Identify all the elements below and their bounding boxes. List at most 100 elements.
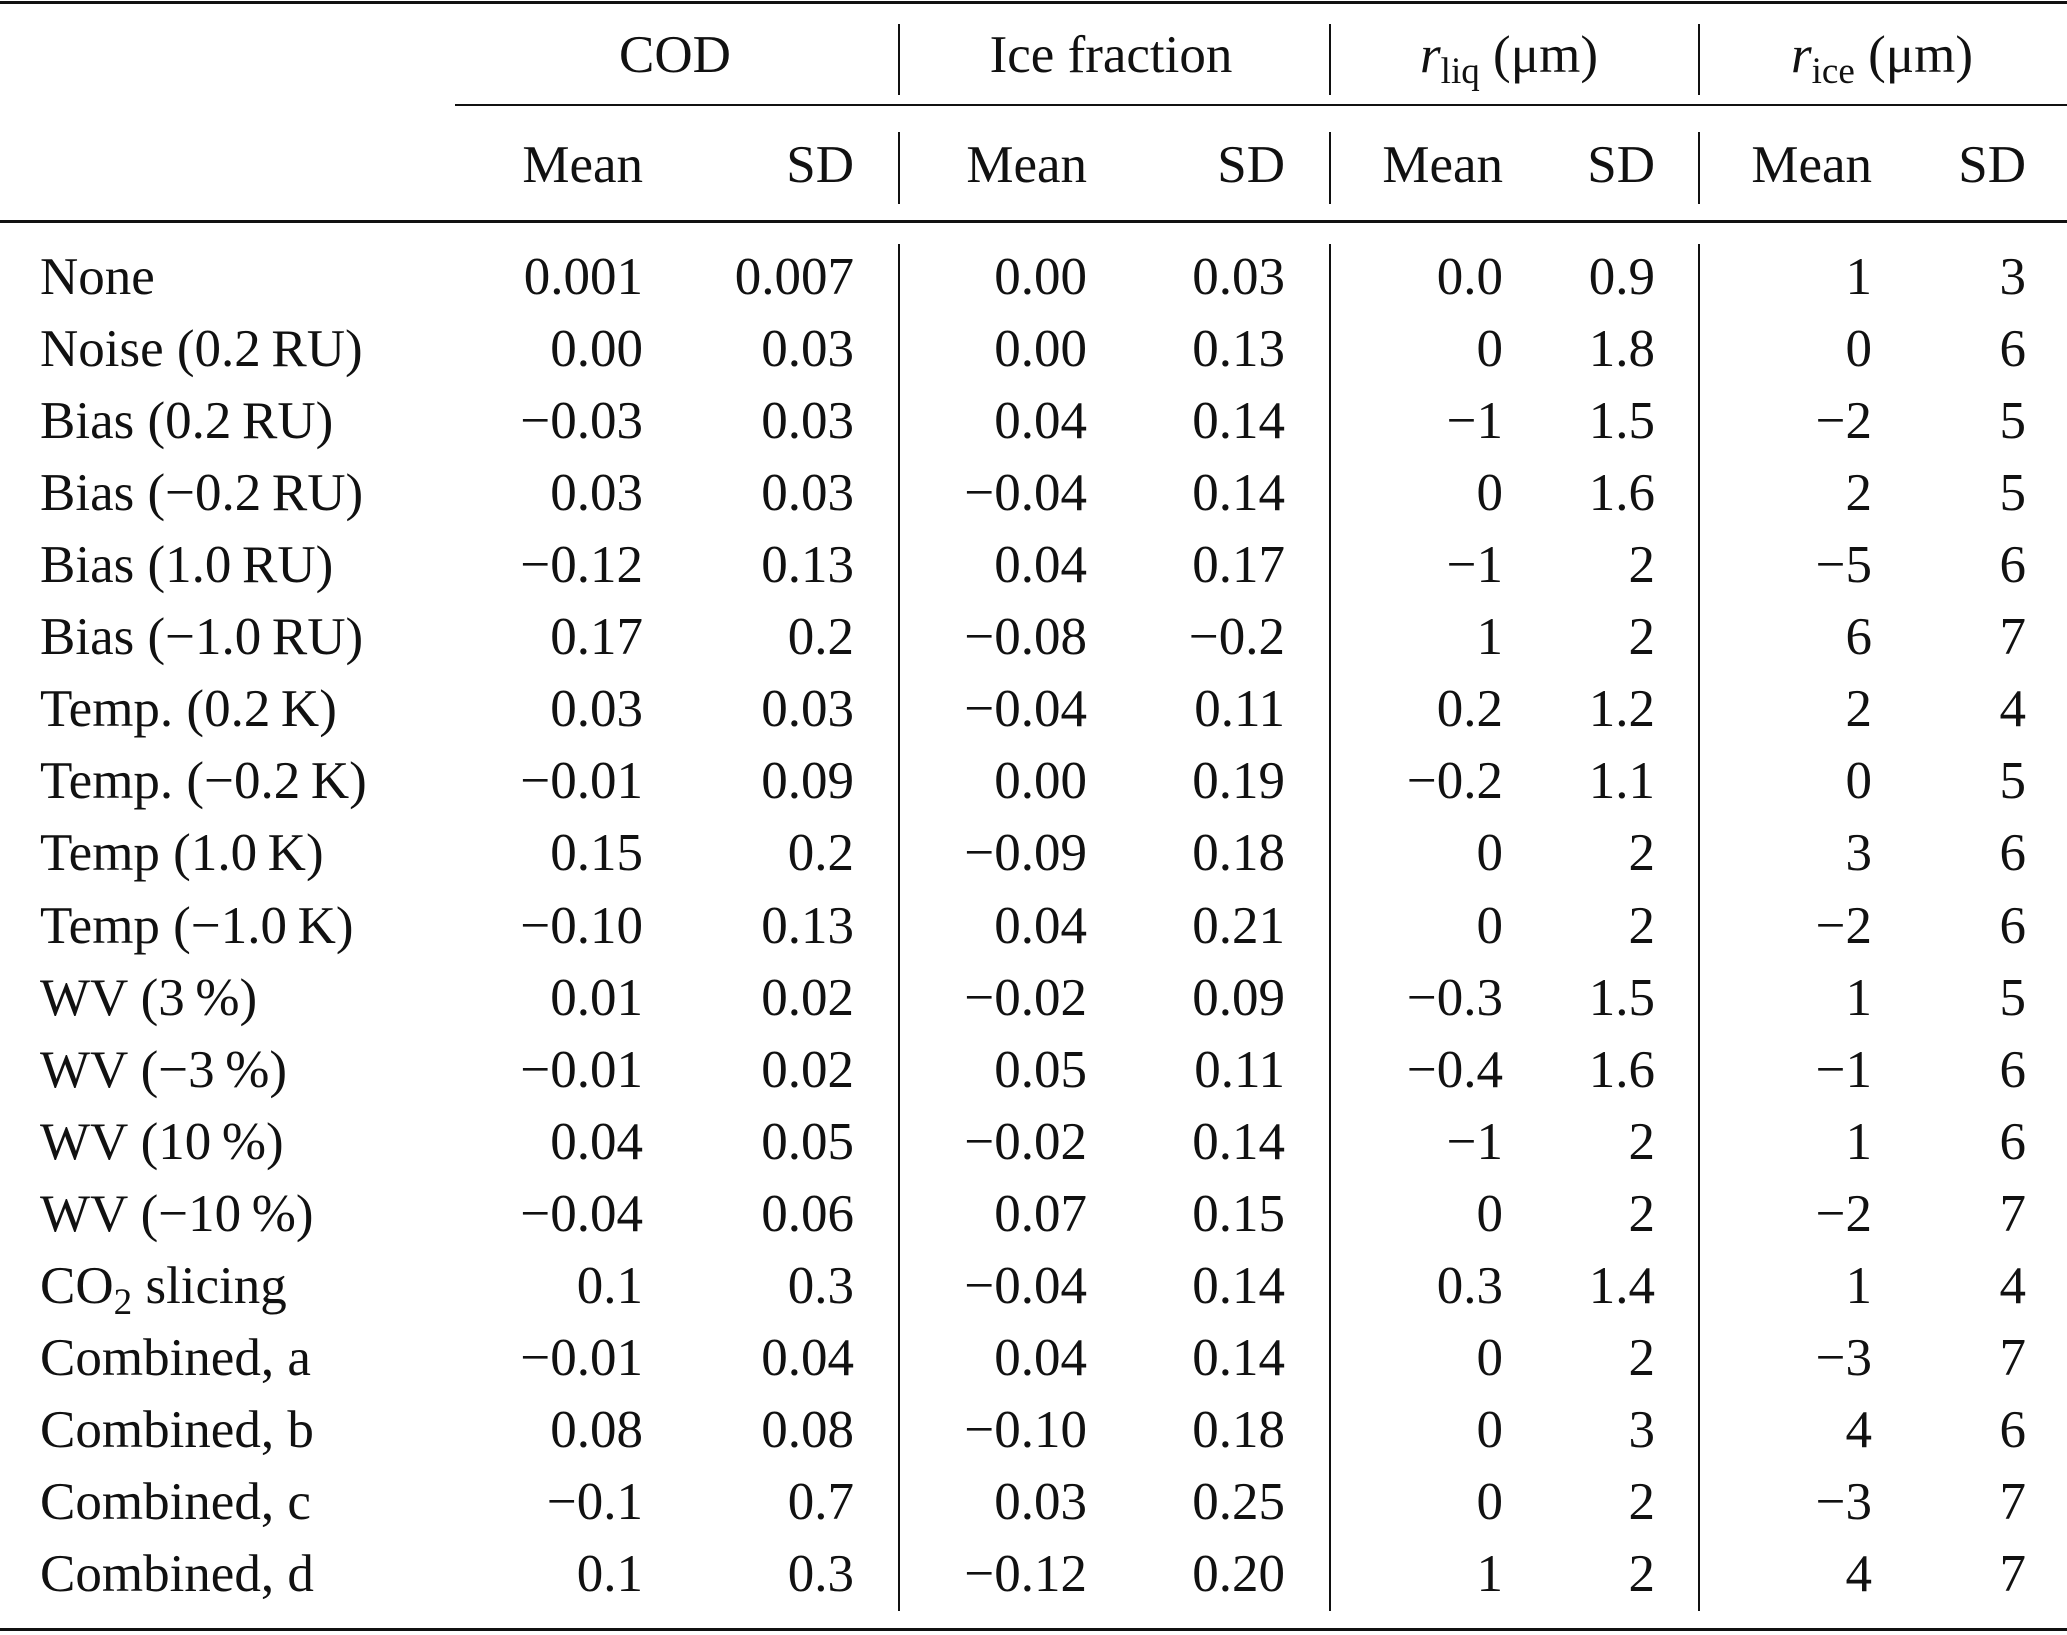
cell: 0.03 <box>1192 248 1285 306</box>
cell: 7 <box>1999 1473 2027 1532</box>
cell: 0 <box>1476 896 1504 955</box>
rule <box>1329 244 1331 1611</box>
cell: −5 <box>1815 536 1872 595</box>
cell: 0.03 <box>761 464 854 523</box>
cell: 4 <box>1845 1400 1873 1459</box>
cell: −3 <box>1815 1473 1872 1532</box>
label-text: slicing <box>132 1256 287 1315</box>
row-label: CO2 slicing <box>40 1256 287 1323</box>
cell: 7 <box>1999 1328 2027 1387</box>
column-header: SD <box>1958 136 2026 194</box>
rule <box>898 132 900 204</box>
cell: −0.01 <box>520 1040 643 1099</box>
cell: 0.2 <box>1436 680 1503 739</box>
column-header: Mean <box>966 136 1087 194</box>
cell: 5 <box>1999 752 2027 811</box>
cell: 0.1 <box>576 1256 643 1315</box>
cell: 6 <box>1999 1112 2027 1171</box>
cell: −2 <box>1815 392 1872 451</box>
cell: 0 <box>1476 1400 1504 1459</box>
column-header: Mean <box>1382 136 1503 194</box>
cell: −0.04 <box>964 1256 1087 1315</box>
cell: 0.20 <box>1192 1545 1285 1604</box>
cell: 0.3 <box>1436 1256 1503 1315</box>
cell: 0.18 <box>1192 1400 1285 1459</box>
cell: 6 <box>1999 824 2027 883</box>
cell: 0.04 <box>761 1328 854 1387</box>
cell: 1.4 <box>1588 1256 1655 1315</box>
subscript: ice <box>1811 51 1855 93</box>
cell: 1.6 <box>1588 1040 1655 1099</box>
cell: 2 <box>1628 1184 1656 1243</box>
row-label: Temp. (−0.2 K) <box>40 752 367 811</box>
cell: −0.2 <box>1188 608 1285 667</box>
cell: −0.04 <box>520 1184 643 1243</box>
row-label: Noise (0.2 RU) <box>40 320 363 379</box>
cell: 2 <box>1628 896 1656 955</box>
cell: 2 <box>1628 536 1656 595</box>
cell: 0.14 <box>1192 392 1285 451</box>
cell: 3 <box>1845 824 1873 883</box>
cell: 2 <box>1628 1112 1656 1171</box>
cell: 0.06 <box>761 1184 854 1243</box>
cell: 0.03 <box>761 392 854 451</box>
cell: 0.17 <box>1192 536 1285 595</box>
cell: −0.04 <box>964 464 1087 523</box>
cell: 0 <box>1476 464 1504 523</box>
cell: 0.001 <box>523 248 643 306</box>
column-header: Mean <box>522 136 643 194</box>
cell: 0.04 <box>994 536 1087 595</box>
cell: 6 <box>1845 608 1873 667</box>
column-header: Mean <box>1751 136 1872 194</box>
cell: 0.04 <box>994 896 1087 955</box>
cell: 0.03 <box>550 680 643 739</box>
cell: 6 <box>1999 320 2027 379</box>
row-label: Temp. (0.2 K) <box>40 680 337 739</box>
cell: −1 <box>1815 1040 1872 1099</box>
cell: 0.03 <box>761 320 854 379</box>
cell: −0.4 <box>1406 1040 1503 1099</box>
cell: −1 <box>1446 1112 1503 1171</box>
rule <box>0 1 2067 4</box>
cell: 0.04 <box>994 392 1087 451</box>
cell: 0 <box>1476 1473 1504 1532</box>
cell: 0.03 <box>550 464 643 523</box>
cell: 0.2 <box>787 608 854 667</box>
rule <box>0 220 2067 223</box>
cell: 0 <box>1476 824 1504 883</box>
cell: −2 <box>1815 896 1872 955</box>
rule <box>1329 24 1331 95</box>
cell: −0.08 <box>964 608 1087 667</box>
cell: 0.08 <box>761 1400 854 1459</box>
cell: −0.2 <box>1406 752 1503 811</box>
row-label: Temp (−1.0 K) <box>40 896 354 955</box>
cell: −0.02 <box>964 968 1087 1027</box>
cell: −0.10 <box>964 1400 1087 1459</box>
cell: 0.14 <box>1192 464 1285 523</box>
cell: 1 <box>1476 1545 1504 1604</box>
cell: −1 <box>1446 536 1503 595</box>
rule <box>898 24 900 95</box>
cell: 0.3 <box>787 1545 854 1604</box>
group-header: rliq (μm) <box>1309 25 1709 92</box>
cell: 1 <box>1845 968 1873 1027</box>
row-label: Combined, c <box>40 1473 311 1532</box>
cell: −3 <box>1815 1328 1872 1387</box>
rule <box>0 1628 2067 1631</box>
cell: −0.02 <box>964 1112 1087 1171</box>
cell: 0 <box>1845 320 1873 379</box>
cell: 0.13 <box>761 536 854 595</box>
cell: 0.05 <box>994 1040 1087 1099</box>
cell: 1 <box>1845 1256 1873 1315</box>
row-label: WV (10 %) <box>40 1112 284 1171</box>
cell: −0.01 <box>520 1328 643 1387</box>
rule <box>1698 132 1700 204</box>
cell: 0.25 <box>1192 1473 1285 1532</box>
cell: 0 <box>1476 1328 1504 1387</box>
cell: 0.14 <box>1192 1256 1285 1315</box>
cell: 1.5 <box>1588 392 1655 451</box>
cell: 0.17 <box>550 608 643 667</box>
cell: 2 <box>1628 1545 1656 1604</box>
cell: 4 <box>1999 1256 2027 1315</box>
rule <box>1698 24 1700 95</box>
